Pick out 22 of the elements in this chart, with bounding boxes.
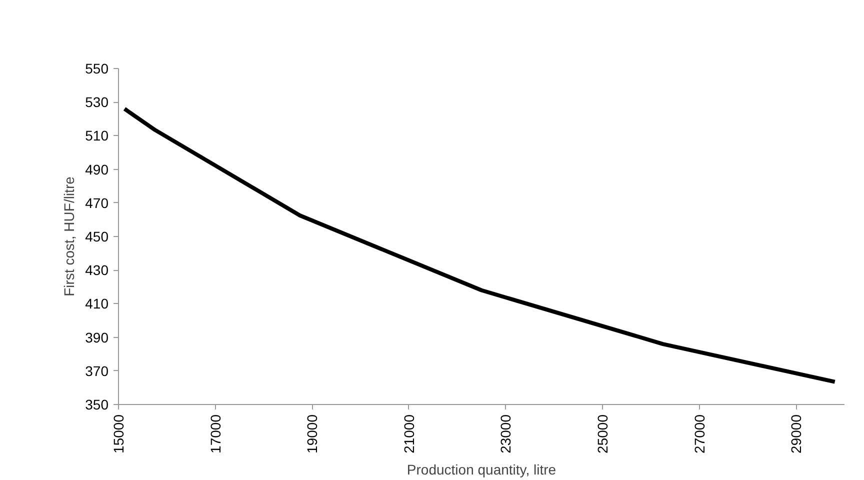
y-tick-label: 450 bbox=[85, 228, 109, 244]
x-tick-label: 17000 bbox=[207, 414, 224, 454]
x-axis-title: Production quantity, litre bbox=[406, 461, 556, 478]
x-tick-label: 29000 bbox=[788, 414, 804, 454]
x-tick-label: 25000 bbox=[594, 414, 610, 454]
y-tick-label: 430 bbox=[85, 262, 109, 278]
y-tick-label: 510 bbox=[85, 128, 109, 144]
y-tick-label: 530 bbox=[85, 94, 109, 110]
y-axis-title: First cost, HUF/litre bbox=[61, 176, 78, 296]
y-tick-label: 350 bbox=[85, 396, 109, 412]
x-tick-label: 19000 bbox=[304, 414, 320, 454]
line-series bbox=[122, 106, 837, 384]
y-tick-label: 390 bbox=[85, 329, 109, 346]
x-tick-label: 15000 bbox=[110, 414, 126, 454]
x-tick-label: 21000 bbox=[400, 414, 417, 454]
y-tick-label: 370 bbox=[85, 362, 109, 379]
y-tick-label: 490 bbox=[85, 161, 109, 178]
y-tick-label: 470 bbox=[85, 194, 109, 211]
y-tick-label: 550 bbox=[85, 60, 109, 76]
x-tick-label: 27000 bbox=[691, 414, 708, 454]
y-tick-label: 410 bbox=[85, 296, 109, 312]
x-tick-label: 23000 bbox=[498, 414, 514, 454]
